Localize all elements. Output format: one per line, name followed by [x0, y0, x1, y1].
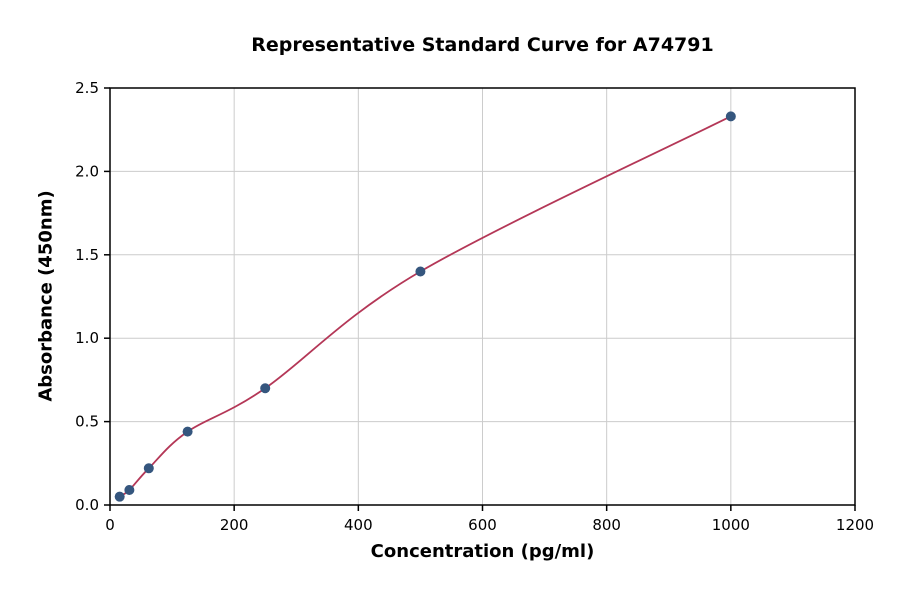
x-tick-label: 1200 [836, 516, 874, 534]
fitted-curve [119, 115, 732, 498]
data-point [124, 484, 135, 495]
data-point [143, 463, 154, 474]
x-tick-label: 1000 [712, 516, 750, 534]
y-tick-label: 0.5 [75, 413, 99, 431]
data-point [415, 266, 426, 277]
data-point [182, 426, 193, 437]
y-tick-label: 1.5 [75, 246, 99, 264]
x-tick-label: 800 [592, 516, 621, 534]
chart-title: Representative Standard Curve for A74791 [251, 34, 714, 56]
y-tick-label: 2.0 [75, 162, 99, 180]
x-tick-label: 0 [105, 516, 115, 534]
data-point [114, 491, 125, 502]
x-tick-label: 200 [220, 516, 249, 534]
y-tick-label: 0.0 [75, 496, 99, 514]
data-point [260, 383, 271, 394]
y-tick-label: 2.5 [75, 79, 99, 97]
x-tick-label: 600 [468, 516, 497, 534]
x-axis-label: Concentration (pg/ml) [370, 541, 595, 562]
y-tick-label: 1.0 [75, 329, 99, 347]
x-tick-label: 400 [344, 516, 373, 534]
data-point [725, 111, 736, 122]
